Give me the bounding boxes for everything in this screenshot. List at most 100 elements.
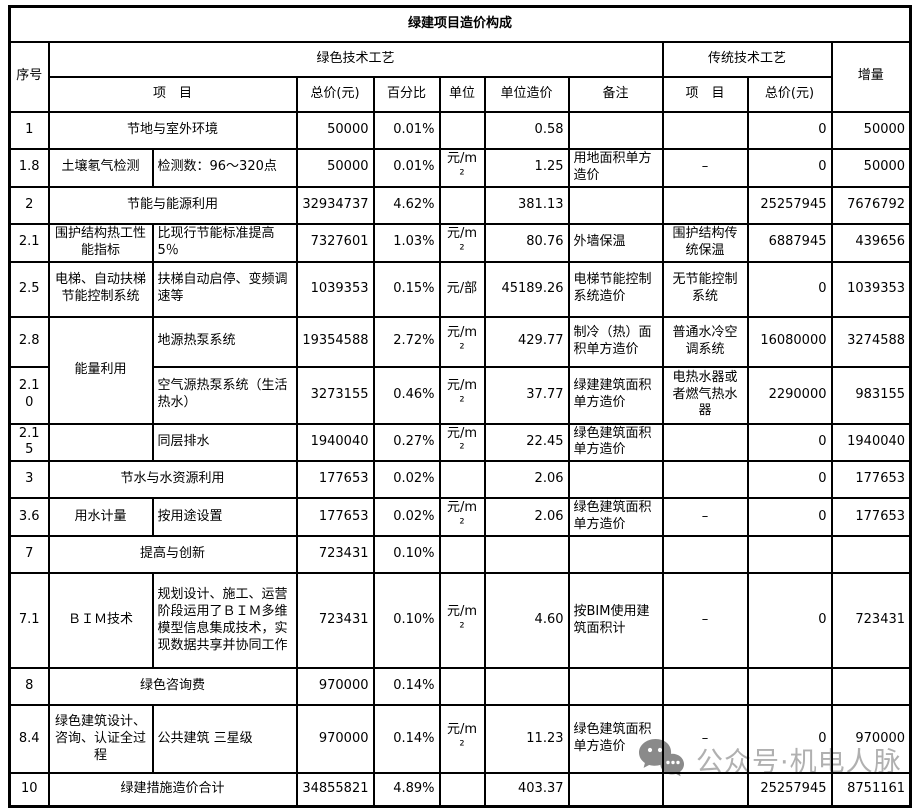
r18-unit: 元/m² [438,147,486,188]
r8-total: 970000 [295,667,375,707]
r210-project-r: 空气源热泵系统（生活热水） [151,365,298,425]
row-2: 2 节能与能源利用 32934737 4.62% 381.13 25257945… [8,185,912,225]
row-3-6: 3.6 用水计量 按用途设置 177653 0.02% 元/m² 2.06 绿色… [8,497,912,538]
r71-unit-cost: 4.60 [483,572,570,670]
col-header-increment: 增量 [830,40,912,113]
row-10: 10 绿建措施造价合计 34855821 4.89% 403.37 252579… [8,772,912,808]
r84-unit-cost: 11.23 [483,704,570,775]
r71-total: 723431 [295,572,375,670]
r2-project: 节能与能源利用 [47,185,298,225]
r2-unit-cost: 381.13 [483,185,570,225]
r3-percent: 0.02% [372,460,441,500]
r25-percent: 0.15% [372,260,441,318]
r71-percent: 0.10% [372,572,441,670]
row-7-1: 7.1 ＢＩＭ技术 规划设计、施工、运营阶段运用了ＢＩＭ多维模型信息集成技术，实… [8,572,912,670]
r28-project-l: 能量利用 [47,315,154,425]
row-2-10: 2.10 空气源热泵系统（生活热水） 3273155 0.46% 元/m² 37… [8,365,912,425]
r25-project-l: 电梯、自动扶梯节能控制系统 [47,260,154,318]
r25-total: 1039353 [295,260,375,318]
r1-trad-total: 0 [746,110,833,150]
r215-unit-cost: 22.45 [483,422,570,463]
r25-trad-project: 无节能控制系统 [661,260,749,318]
r84-project-r: 公共建筑 三星级 [151,704,298,775]
r28-total: 19354588 [295,315,375,368]
r215-project-l [47,422,154,463]
row-3: 3 节水与水资源利用 177653 0.02% 2.06 0 177653 [8,460,912,500]
col-header-seq: 序号 [8,40,50,113]
r7-unit [438,535,486,575]
r71-trad-project: – [661,572,749,670]
r8-percent: 0.14% [372,667,441,707]
r210-no: 2.10 [8,365,50,425]
r3-total: 177653 [295,460,375,500]
r7-total: 723431 [295,535,375,575]
col-header-remark: 备注 [567,75,664,113]
r21-project-r: 比现行节能标准提高5％ [151,222,298,263]
row-1: 1 节地与室外环境 50000 0.01% 0.58 0 50000 [8,110,912,150]
r215-total: 1940040 [295,422,375,463]
r21-unit-cost: 80.76 [483,222,570,263]
r10-no: 10 [8,772,50,808]
r21-total: 7327601 [295,222,375,263]
r8-increment [830,667,912,707]
r3-project: 节水与水资源利用 [47,460,298,500]
cost-table: 绿建项目造价构成 序号 绿色技术工艺 传统技术工艺 增量 项 目 总价(元) 百… [8,5,913,808]
r25-project-r: 扶梯自动启停、变频调速等 [151,260,298,318]
r28-unit-cost: 429.77 [483,315,570,368]
r8-trad-project [661,667,749,707]
r7-trad-project [661,535,749,575]
r21-increment: 439656 [830,222,912,263]
r7-project: 提高与创新 [47,535,298,575]
r2-percent: 4.62% [372,185,441,225]
title-row: 绿建项目造价构成 [8,5,912,43]
col-group-traditional: 传统技术工艺 [661,40,833,78]
r21-trad-project: 围护结构传统保温 [661,222,749,263]
r25-unit: 元/部 [438,260,486,318]
header-row-groups: 序号 绿色技术工艺 传统技术工艺 增量 [8,40,912,113]
r215-trad-total: 0 [746,422,833,463]
r36-trad-total: 0 [746,497,833,538]
r7-increment [830,535,912,575]
r18-trad-total: 0 [746,147,833,188]
r1-unit-cost: 0.58 [483,110,570,150]
r215-percent: 0.27% [372,422,441,463]
r18-trad-project: – [661,147,749,188]
r1-total: 50000 [295,110,375,150]
col-header-percent: 百分比 [372,75,441,113]
col-header-unit: 单位 [438,75,486,113]
row-2-5: 2.5 电梯、自动扶梯节能控制系统 扶梯自动启停、变频调速等 1039353 0… [8,260,912,318]
row-2-8: 2.8 能量利用 地源热泵系统 19354588 2.72% 元/m² 429.… [8,315,912,425]
r3-trad-total: 0 [746,460,833,500]
r210-unit-cost: 37.77 [483,365,570,425]
r36-project-r: 按用途设置 [151,497,298,538]
r210-trad-total: 2290000 [746,365,833,425]
r10-unit [438,772,486,808]
r28-percent: 2.72% [372,315,441,368]
r36-unit-cost: 2.06 [483,497,570,538]
row-2-1: 2.1 围护结构热工性能指标 比现行节能标准提高5％ 7327601 1.03%… [8,222,912,263]
r36-trad-project: – [661,497,749,538]
col-header-trad-project: 项 目 [661,75,749,113]
r18-remark: 用地面积单方造价 [567,147,664,188]
r21-remark: 外墙保温 [567,222,664,263]
r10-trad-project [661,772,749,808]
r21-project-l: 围护结构热工性能指标 [47,222,154,263]
r2-remark [567,185,664,225]
r18-project-r: 检测数：96～320点 [151,147,298,188]
r28-trad-project: 普通水冷空调系统 [661,315,749,368]
r2-total: 32934737 [295,185,375,225]
r215-remark: 绿色建筑面积单方造价 [567,422,664,463]
r1-unit [438,110,486,150]
row-8: 8 绿色咨询费 970000 0.14% [8,667,912,707]
r71-increment: 723431 [830,572,912,670]
r25-trad-total: 0 [746,260,833,318]
r84-percent: 0.14% [372,704,441,775]
r3-no: 3 [8,460,50,500]
r1-no: 1 [8,110,50,150]
r10-remark [567,772,664,808]
r210-increment: 983155 [830,365,912,425]
r3-unit [438,460,486,500]
r1-increment: 50000 [830,110,912,150]
r215-no: 2.15 [8,422,50,463]
r3-unit-cost: 2.06 [483,460,570,500]
